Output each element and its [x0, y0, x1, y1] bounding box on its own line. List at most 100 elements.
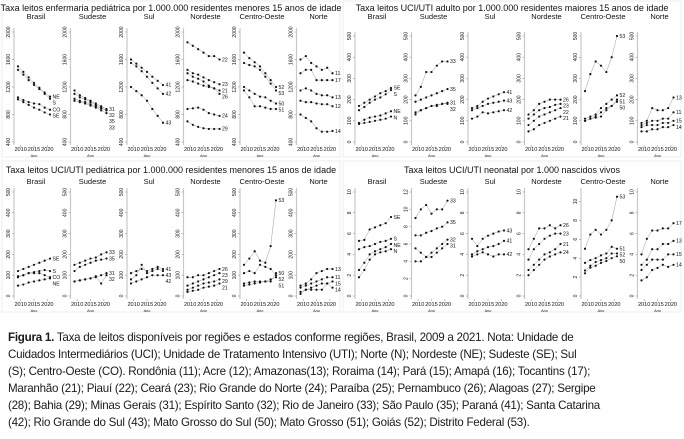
x-tick-label: 2020 — [665, 302, 677, 308]
data-point — [672, 239, 675, 242]
x-tick-label: 2010 — [127, 302, 139, 308]
y-tick-label: 0 — [630, 294, 636, 297]
data-point — [667, 265, 670, 268]
y-tick-label: 100 — [63, 271, 69, 280]
data-point — [78, 96, 81, 99]
series-label: N — [394, 249, 398, 255]
data-point — [320, 269, 323, 273]
data-point — [191, 276, 194, 279]
y-tick-label: 0 — [176, 294, 182, 297]
x-tick-label: 2010 — [297, 302, 309, 308]
data-point — [299, 292, 302, 296]
data-point — [315, 288, 318, 291]
data-point — [502, 229, 506, 232]
data-point — [640, 121, 643, 125]
data-point — [191, 123, 194, 126]
y-tick-label: 100 — [630, 116, 636, 125]
chart-title: Taxa leitos enfermaria pediátrica por 1.… — [1, 3, 342, 13]
data-point — [315, 280, 318, 283]
y-tick-label: 0 — [630, 140, 636, 143]
x-tick-label: 2010 — [412, 147, 424, 153]
data-point — [89, 257, 92, 260]
data-point — [384, 250, 387, 253]
data-point — [527, 117, 530, 120]
data-point — [389, 110, 393, 113]
data-point — [640, 279, 643, 282]
data-point — [486, 97, 490, 100]
data-point — [315, 127, 318, 130]
data-point — [78, 265, 81, 268]
series-label: 15 — [676, 119, 682, 125]
data-point — [27, 272, 30, 275]
data-point — [481, 104, 484, 108]
x-tick-label: 2010 — [71, 302, 83, 308]
data-point — [129, 58, 133, 61]
series-label: 24 — [563, 250, 569, 256]
data-point — [213, 54, 216, 58]
data-point — [645, 123, 648, 127]
data-point — [594, 228, 597, 231]
caption-label: Figura 1. — [8, 331, 55, 344]
data-point — [497, 253, 500, 256]
data-point — [218, 272, 221, 275]
data-point — [368, 116, 371, 119]
data-point — [605, 252, 608, 255]
data-point — [310, 101, 313, 104]
data-point — [242, 51, 246, 54]
data-point — [430, 94, 433, 97]
data-point — [667, 227, 670, 230]
y-tick-label: 4 — [630, 253, 636, 256]
series-label: 21 — [563, 116, 569, 122]
panel-title: Sul — [144, 177, 155, 186]
data-point — [326, 79, 329, 82]
series-label: 52 — [279, 277, 285, 283]
data-point — [384, 239, 387, 242]
series-label: NE — [53, 94, 61, 100]
data-point — [357, 239, 361, 242]
data-point — [651, 229, 654, 232]
data-point — [667, 117, 670, 120]
data-point — [264, 72, 267, 75]
x-axis-label: Ano — [313, 154, 320, 158]
series-label: 42 — [507, 252, 513, 258]
data-point — [640, 263, 643, 266]
data-point — [532, 237, 535, 240]
data-point — [363, 105, 366, 109]
data-point — [299, 58, 302, 61]
data-point — [599, 254, 603, 257]
data-point — [357, 268, 361, 272]
series-label: CO — [53, 275, 61, 281]
y-tick-label: 0 — [517, 140, 523, 143]
data-point — [331, 286, 334, 289]
series-label: 12 — [335, 104, 341, 110]
data-point — [435, 247, 438, 250]
data-point — [470, 109, 474, 112]
data-point — [492, 232, 495, 235]
data-point — [470, 117, 474, 120]
caption-text: Taxa de leitos disponíveis por regiões e… — [54, 331, 574, 344]
data-point — [527, 258, 530, 261]
data-point — [389, 115, 393, 118]
data-point — [605, 259, 608, 263]
series-label: 32 — [450, 237, 456, 243]
data-point — [554, 253, 557, 256]
data-point — [242, 272, 246, 275]
data-point — [476, 106, 479, 110]
y-tick-label: 0 — [347, 294, 353, 297]
data-point — [331, 105, 334, 108]
series-label: 33 — [109, 250, 115, 256]
series-label: SE — [394, 86, 401, 92]
x-axis-label: Ano — [144, 309, 151, 313]
data-point — [532, 113, 535, 116]
data-point — [661, 126, 664, 129]
y-tick-label: 2 — [630, 274, 636, 277]
panel-title: Sudeste — [79, 177, 107, 186]
data-point — [135, 65, 138, 68]
panel-title: Norte — [309, 12, 327, 21]
data-point — [248, 89, 251, 92]
data-point — [419, 234, 422, 237]
chart-frame — [1, 0, 341, 158]
data-point — [269, 267, 272, 271]
